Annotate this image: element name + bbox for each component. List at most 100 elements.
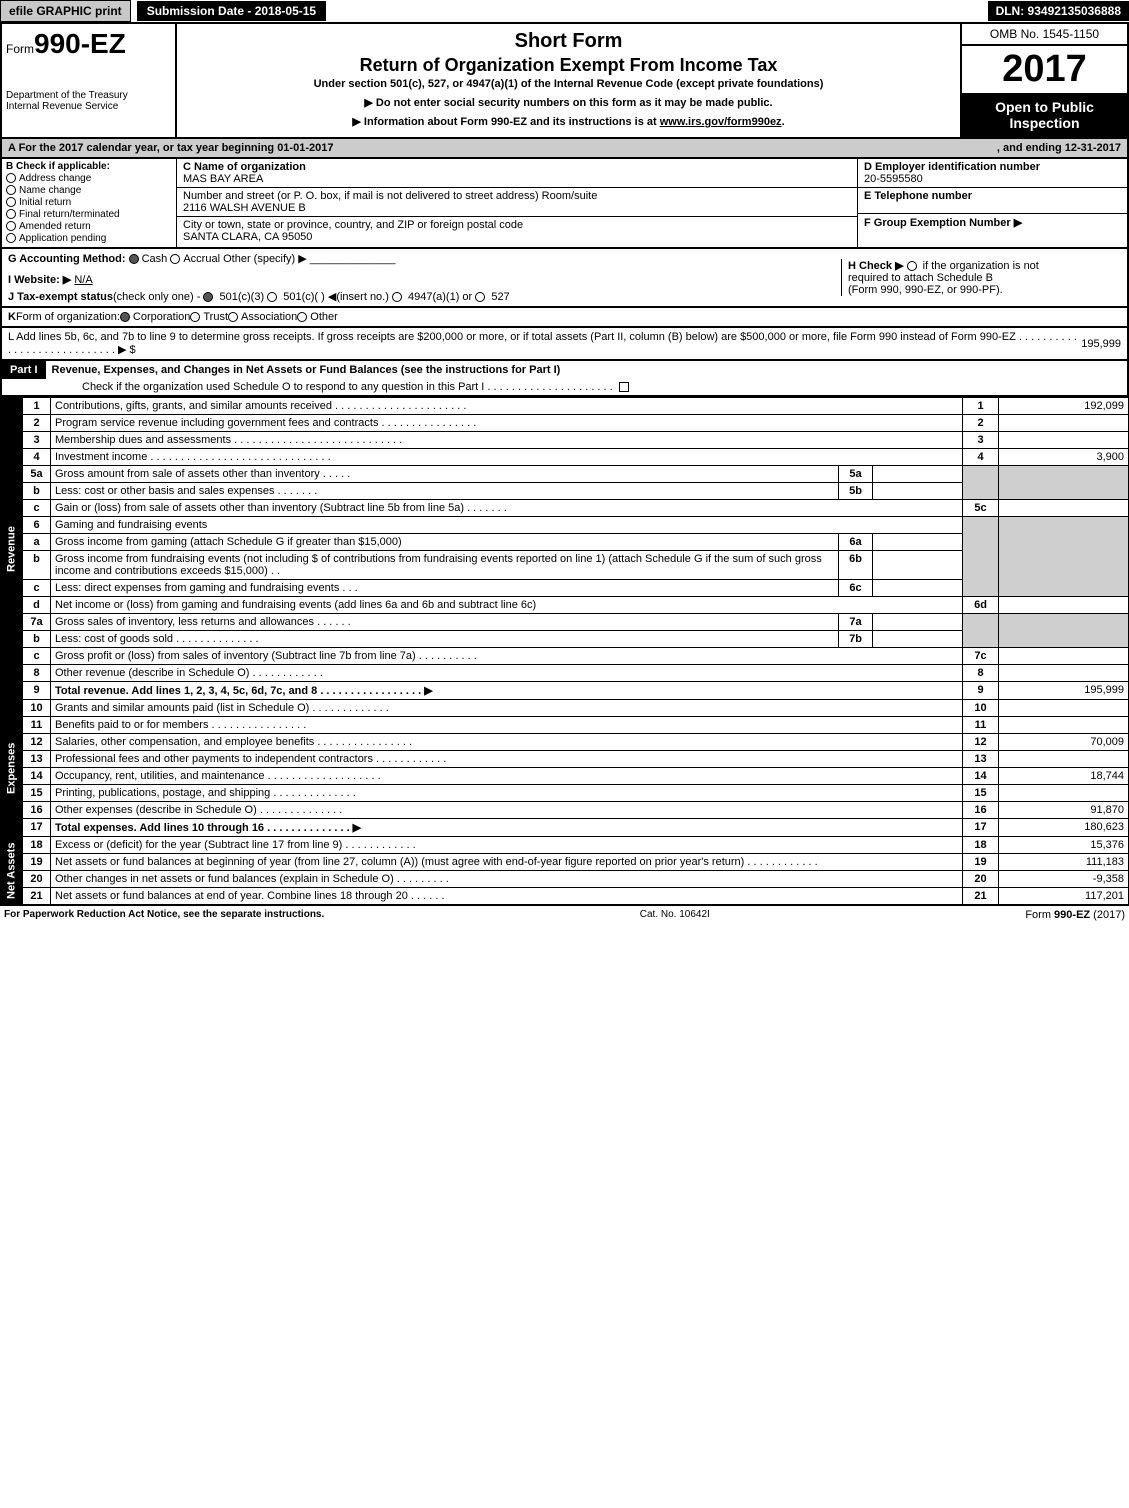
row6c-mb: 6c <box>839 580 873 597</box>
dept-line1: Department of the Treasury <box>6 90 171 101</box>
row12-amt: 70,009 <box>999 734 1129 751</box>
row21-desc: Net assets or fund balances at end of ye… <box>51 888 963 905</box>
chk-h[interactable] <box>907 261 917 271</box>
row20-desc: Other changes in net assets or fund bala… <box>51 871 963 888</box>
radio-501c3[interactable] <box>203 292 213 302</box>
h-line3: (Form 990, 990-EZ, or 990-PF). <box>848 284 1121 296</box>
row10-ln: 10 <box>963 700 999 717</box>
footer-catno: Cat. No. 10642I <box>640 909 710 921</box>
shade-5ab-amt <box>999 466 1129 500</box>
row9-desc: Total revenue. Add lines 1, 2, 3, 4, 5c,… <box>51 682 963 700</box>
c-label: C Name of organization <box>183 161 851 173</box>
part1-tag: Part I <box>2 361 46 379</box>
row1-num: 1 <box>23 398 51 415</box>
tax-year: 2017 <box>962 46 1127 93</box>
e-label: E Telephone number <box>864 190 1121 202</box>
row19-ln: 19 <box>963 854 999 871</box>
row17-ln: 17 <box>963 819 999 837</box>
omb-number: OMB No. 1545-1150 <box>962 24 1127 46</box>
row13-ln: 13 <box>963 751 999 768</box>
radio-other-org[interactable] <box>297 312 307 322</box>
row6b-desc: Gross income from fundraising events (no… <box>51 551 839 580</box>
irs-link[interactable]: www.irs.gov/form990ez <box>660 116 782 128</box>
chk-address-change[interactable] <box>6 173 16 183</box>
chk-schedule-o[interactable] <box>619 382 629 392</box>
row9-num: 9 <box>23 682 51 700</box>
row3-amt <box>999 432 1129 449</box>
radio-527[interactable] <box>475 292 485 302</box>
radio-501c[interactable] <box>267 292 277 302</box>
row5c-amt <box>999 500 1129 517</box>
row11-amt <box>999 717 1129 734</box>
row15-desc: Printing, publications, postage, and shi… <box>51 785 963 802</box>
row19-num: 19 <box>23 854 51 871</box>
lbl-address-change: Address change <box>19 173 91 184</box>
chk-name-change[interactable] <box>6 185 16 195</box>
efile-print-button[interactable]: efile GRAPHIC print <box>0 0 131 22</box>
row7b-mbval <box>873 631 963 648</box>
info-pre: ▶ Information about Form 990-EZ and its … <box>352 116 659 128</box>
lbl-cash: Cash <box>142 253 168 265</box>
row20-amt: -9,358 <box>999 871 1129 888</box>
lbl-other-specify: Other (specify) ▶ <box>223 253 307 265</box>
row6b-mb: 6b <box>839 551 873 580</box>
row7c-amt <box>999 648 1129 665</box>
short-form-title: Short Form <box>185 30 952 53</box>
row8-ln: 8 <box>963 665 999 682</box>
radio-association[interactable] <box>228 312 238 322</box>
row10-num: 10 <box>23 700 51 717</box>
info-post: . <box>782 116 785 128</box>
row3-ln: 3 <box>963 432 999 449</box>
dln-label: DLN: 93492135036888 <box>988 1 1129 21</box>
f-label: F Group Exemption Number ▶ <box>864 216 1121 229</box>
row16-ln: 16 <box>963 802 999 819</box>
row15-ln: 15 <box>963 785 999 802</box>
row6c-desc: Less: direct expenses from gaming and fu… <box>51 580 839 597</box>
row2-desc: Program service revenue including govern… <box>51 415 963 432</box>
lbl-initial-return: Initial return <box>19 197 71 208</box>
line-i-label: I Website: ▶ <box>8 274 71 286</box>
submission-date-label: Submission Date - 2018-05-15 <box>137 1 326 21</box>
city-value: SANTA CLARA, CA 95050 <box>183 231 851 243</box>
row18-num: 18 <box>23 837 51 854</box>
row21-ln: 21 <box>963 888 999 905</box>
row6-num: 6 <box>23 517 51 534</box>
row2-amt <box>999 415 1129 432</box>
radio-accrual[interactable] <box>170 254 180 264</box>
radio-trust[interactable] <box>190 312 200 322</box>
row1-amt: 192,099 <box>999 398 1129 415</box>
chk-initial-return[interactable] <box>6 197 16 207</box>
row5a-num: 5a <box>23 466 51 483</box>
line-a-post: , and ending 12-31-2017 <box>997 142 1121 154</box>
radio-corporation[interactable] <box>120 312 130 322</box>
row14-ln: 14 <box>963 768 999 785</box>
row10-desc: Grants and similar amounts paid (list in… <box>51 700 963 717</box>
chk-application-pending[interactable] <box>6 233 16 243</box>
row3-desc: Membership dues and assessments . . . . … <box>51 432 963 449</box>
info-link-line: ▶ Information about Form 990-EZ and its … <box>185 115 952 128</box>
row6d-amt <box>999 597 1129 614</box>
row5c-desc: Gain or (loss) from sale of assets other… <box>51 500 963 517</box>
row7c-desc: Gross profit or (loss) from sales of inv… <box>51 648 963 665</box>
part1-title: Revenue, Expenses, and Changes in Net As… <box>46 361 567 379</box>
row17-num: 17 <box>23 819 51 837</box>
ein-value: 20-5595580 <box>864 173 1121 185</box>
row21-num: 21 <box>23 888 51 905</box>
d-label: D Employer identification number <box>864 161 1121 173</box>
row4-num: 4 <box>23 449 51 466</box>
header-left: Form990-EZ Department of the Treasury In… <box>2 24 177 137</box>
row17-desc: Total expenses. Add lines 10 through 16 … <box>51 819 963 837</box>
row6a-mb: 6a <box>839 534 873 551</box>
row3-num: 3 <box>23 432 51 449</box>
row4-ln: 4 <box>963 449 999 466</box>
row8-desc: Other revenue (describe in Schedule O) .… <box>51 665 963 682</box>
row16-desc: Other expenses (describe in Schedule O) … <box>51 802 963 819</box>
row18-amt: 15,376 <box>999 837 1129 854</box>
website-value: N/A <box>74 274 92 286</box>
row6c-mbval <box>873 580 963 597</box>
chk-final-return[interactable] <box>6 209 16 219</box>
radio-4947[interactable] <box>392 292 402 302</box>
row12-ln: 12 <box>963 734 999 751</box>
radio-cash[interactable] <box>129 254 139 264</box>
chk-amended-return[interactable] <box>6 221 16 231</box>
